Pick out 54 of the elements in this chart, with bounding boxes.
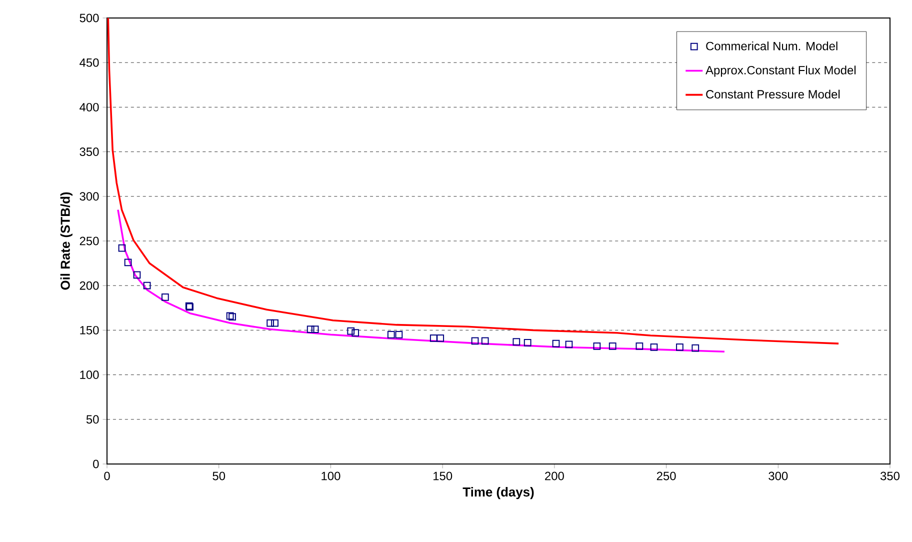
point [676, 343, 684, 351]
legend-label: Constant Pressure Model [706, 90, 840, 99]
x-axis-title: Time (days) [462, 487, 534, 500]
point [524, 338, 532, 346]
y-tick-label: 200 [80, 281, 99, 290]
point [471, 337, 479, 345]
y-tick-label: 100 [80, 370, 99, 380]
point [143, 282, 151, 290]
x-tick-label: 0 [104, 472, 110, 480]
y-tick-label: 500 [80, 14, 99, 22]
y-axis-title: Oil Rate (STB/d) [60, 192, 72, 290]
point [133, 271, 141, 279]
y-tick-label: 250 [80, 236, 99, 246]
point [352, 329, 360, 337]
point [124, 258, 132, 266]
point [226, 312, 234, 320]
point [512, 338, 520, 346]
point [395, 330, 403, 338]
x-tick-label: 150 [434, 472, 452, 480]
legend-label: Commerical Num. Model [706, 42, 838, 50]
point [552, 340, 560, 348]
x-tick-label: 350 [880, 472, 900, 480]
x-tick-label: 250 [656, 472, 676, 480]
point [565, 340, 573, 348]
y-tick-label: 150 [80, 326, 99, 334]
y-tick-label: 450 [80, 58, 99, 67]
point [608, 342, 616, 350]
y-tick-label: 350 [80, 148, 99, 156]
point [347, 327, 355, 335]
y-tick-label: 300 [80, 192, 99, 201]
point [387, 330, 395, 338]
x-tick-label: 200 [545, 472, 564, 480]
point [636, 342, 644, 350]
point [266, 319, 274, 327]
point [271, 319, 278, 327]
point [430, 334, 438, 342]
point [481, 337, 489, 345]
x-tick-label: 50 [212, 472, 226, 480]
point [650, 343, 658, 351]
point [228, 313, 236, 320]
point [161, 293, 169, 301]
point [311, 326, 319, 333]
point [436, 334, 444, 342]
x-tick-label: 300 [768, 472, 788, 480]
y-tick-label: 0 [93, 460, 99, 468]
y-tick-label: 50 [86, 415, 99, 424]
y-tick-label: 400 [80, 102, 99, 112]
point [692, 344, 700, 352]
legend-label: Approx.Constant Flux Model [706, 66, 856, 77]
point [118, 244, 126, 252]
line-series [117, 208, 726, 352]
point [306, 326, 314, 333]
point [593, 342, 601, 350]
x-tick-label: 100 [322, 472, 340, 480]
